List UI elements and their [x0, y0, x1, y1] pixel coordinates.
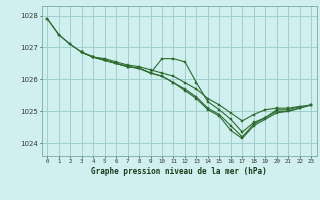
- X-axis label: Graphe pression niveau de la mer (hPa): Graphe pression niveau de la mer (hPa): [91, 167, 267, 176]
